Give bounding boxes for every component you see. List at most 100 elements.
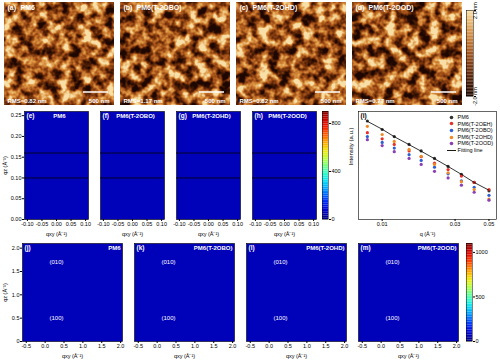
svg-text:qxy (Å⁻¹): qxy (Å⁻¹) <box>46 231 67 237</box>
svg-text:(k): (k) <box>137 244 145 252</box>
svg-text:0.5: 0.5 <box>284 343 292 349</box>
svg-text:1.5: 1.5 <box>12 268 20 274</box>
svg-text:(010): (010) <box>385 259 399 265</box>
svg-text:PM6(T-2OOD): PM6(T-2OOD) <box>418 245 457 251</box>
svg-text:(h): (h) <box>255 112 263 120</box>
svg-text:qxy (Å⁻¹): qxy (Å⁻¹) <box>198 231 219 237</box>
svg-text:1.5: 1.5 <box>434 343 442 349</box>
svg-text:0: 0 <box>476 338 479 344</box>
svg-text:qxy (Å⁻¹): qxy (Å⁻¹) <box>274 231 295 237</box>
svg-text:1.0: 1.0 <box>191 343 199 349</box>
svg-text:qxy (Å⁻¹): qxy (Å⁻¹) <box>398 353 419 359</box>
svg-text:0.03: 0.03 <box>450 221 461 227</box>
svg-text:PM6(T-2OBO): PM6(T-2OBO) <box>137 4 182 12</box>
svg-text:RMS=0.77 nm: RMS=0.77 nm <box>356 98 395 104</box>
svg-text:(g): (g) <box>179 112 187 120</box>
svg-text:0.5: 0.5 <box>12 315 20 321</box>
svg-text:2.0: 2.0 <box>341 343 349 349</box>
svg-text:-0.05: -0.05 <box>112 221 125 227</box>
svg-text:1.5: 1.5 <box>322 343 330 349</box>
svg-text:PM6(T-2OBO): PM6(T-2OBO) <box>116 113 155 119</box>
svg-text:0.0: 0.0 <box>41 343 49 349</box>
svg-text:-0.10: -0.10 <box>173 221 186 227</box>
svg-text:2.0: 2.0 <box>229 343 237 349</box>
svg-text:2.0: 2.0 <box>453 343 461 349</box>
svg-text:qxy (Å⁻¹): qxy (Å⁻¹) <box>286 353 307 359</box>
svg-text:(f): (f) <box>103 112 110 120</box>
svg-text:qxy (Å⁻¹): qxy (Å⁻¹) <box>122 231 143 237</box>
svg-text:Intensity (a.u.): Intensity (a.u.) <box>348 127 354 165</box>
svg-text:500 nm: 500 nm <box>321 98 342 104</box>
svg-text:0.10: 0.10 <box>11 175 22 181</box>
svg-text:0.5: 0.5 <box>60 343 68 349</box>
svg-text:2.0: 2.0 <box>117 343 125 349</box>
svg-text:0.20: 0.20 <box>11 133 22 139</box>
svg-text:2.0: 2.0 <box>12 245 20 251</box>
svg-text:-0.5: -0.5 <box>134 343 143 349</box>
svg-text:qz (Å⁻¹): qz (Å⁻¹) <box>2 283 8 302</box>
svg-text:-0.05: -0.05 <box>36 221 49 227</box>
svg-text:1.5: 1.5 <box>210 343 218 349</box>
svg-text:-0.5: -0.5 <box>358 343 367 349</box>
svg-text:PM6: PM6 <box>108 245 121 251</box>
svg-text:(c): (c) <box>240 4 249 12</box>
svg-text:0.0: 0.0 <box>153 343 161 349</box>
svg-text:(a): (a) <box>8 4 17 12</box>
svg-text:0.00: 0.00 <box>203 221 214 227</box>
svg-text:0.05: 0.05 <box>294 221 305 227</box>
svg-text:(e): (e) <box>27 112 35 120</box>
svg-text:-0.05: -0.05 <box>188 221 201 227</box>
svg-text:0.5: 0.5 <box>172 343 180 349</box>
svg-text:0.0: 0.0 <box>265 343 273 349</box>
svg-text:0.05: 0.05 <box>218 221 229 227</box>
svg-text:500 nm: 500 nm <box>89 98 110 104</box>
svg-text:(b): (b) <box>124 4 133 12</box>
svg-text:(100): (100) <box>385 315 399 321</box>
svg-text:PM6: PM6 <box>21 4 36 11</box>
svg-text:500: 500 <box>476 294 485 300</box>
svg-text:0.01: 0.01 <box>377 221 388 227</box>
svg-text:RMS=1.17 nm: RMS=1.17 nm <box>124 98 163 104</box>
svg-text:-0.5: -0.5 <box>22 343 31 349</box>
svg-text:1000: 1000 <box>476 249 488 255</box>
svg-text:(010): (010) <box>49 259 63 265</box>
svg-text:-0.10: -0.10 <box>249 221 262 227</box>
svg-text:1.5: 1.5 <box>98 343 106 349</box>
svg-text:(l): (l) <box>249 244 255 252</box>
svg-text:(m): (m) <box>361 244 371 252</box>
svg-text:PM6(T-2OHD): PM6(T-2OHD) <box>192 113 230 119</box>
svg-text:q (Å⁻¹): q (Å⁻¹) <box>420 231 436 237</box>
svg-text:0.5: 0.5 <box>396 343 404 349</box>
svg-text:800: 800 <box>332 120 341 126</box>
svg-text:500 nm: 500 nm <box>437 98 458 104</box>
svg-text:0.15: 0.15 <box>11 154 22 160</box>
svg-text:0.05: 0.05 <box>142 221 153 227</box>
svg-text:(010): (010) <box>273 259 287 265</box>
svg-text:0.10: 0.10 <box>232 221 243 227</box>
svg-text:PM6(T-2OHD): PM6(T-2OHD) <box>253 4 298 12</box>
svg-text:1.0: 1.0 <box>12 292 20 298</box>
svg-text:0.10: 0.10 <box>308 221 319 227</box>
svg-text:PM6(T-2OOD): PM6(T-2OOD) <box>369 4 414 12</box>
svg-text:0.00: 0.00 <box>279 221 290 227</box>
svg-text:0.10: 0.10 <box>156 221 167 227</box>
svg-text:0.25: 0.25 <box>11 112 22 118</box>
svg-text:-0.05: -0.05 <box>264 221 277 227</box>
svg-text:RMS=0.82 nm: RMS=0.82 nm <box>240 98 279 104</box>
svg-text:(d): (d) <box>356 4 365 12</box>
svg-text:qxy (Å⁻¹): qxy (Å⁻¹) <box>62 353 83 359</box>
svg-text:0.00: 0.00 <box>11 216 22 222</box>
svg-text:0: 0 <box>332 216 335 222</box>
svg-text:(010): (010) <box>161 259 175 265</box>
svg-text:0.05: 0.05 <box>11 195 22 201</box>
svg-text:PM6(T-2OBO): PM6(T-2OBO) <box>194 245 233 251</box>
svg-text:qxy (Å⁻¹): qxy (Å⁻¹) <box>174 353 195 359</box>
svg-text:1.0: 1.0 <box>79 343 87 349</box>
svg-text:-0.10: -0.10 <box>97 221 110 227</box>
svg-text:0: 0 <box>16 338 19 344</box>
svg-text:500 nm: 500 nm <box>205 98 226 104</box>
svg-text:PM6(T-2OOD): PM6(T-2OOD) <box>268 113 307 119</box>
svg-text:0.05: 0.05 <box>66 221 77 227</box>
svg-text:0.10: 0.10 <box>80 221 91 227</box>
svg-text:PM6(T-2OHD): PM6(T-2OHD) <box>306 245 344 251</box>
